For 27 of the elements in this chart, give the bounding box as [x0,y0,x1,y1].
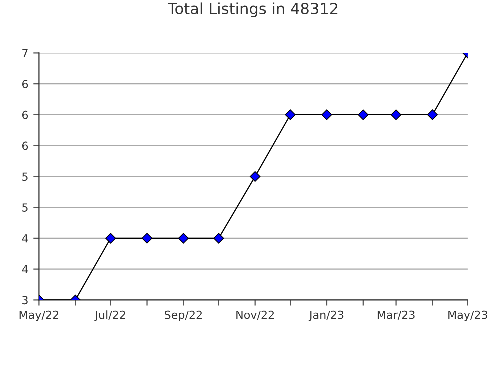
x-tick-label: Mar/23 [378,310,415,320]
y-tick-label: 6 [22,80,28,88]
point [322,110,332,120]
y-tick-label: 6 [22,110,28,120]
point [178,233,190,244]
point [106,233,116,244]
point [427,110,438,120]
y-tick-label: 5 [22,172,28,182]
y-tick-label: 4 [22,234,28,243]
x-tick-label: Nov/22 [236,310,274,320]
y-tick-label: 4 [22,265,28,274]
point [358,110,369,120]
x-tick-label: Jan/23 [308,310,344,322]
x-tick-label: May/23 [448,310,488,322]
x-tick-label: Sep/22 [165,310,202,322]
y-tick-label: 7 [22,49,28,58]
chart-title: Total Listings in 48312 [168,2,338,18]
y-tick-label: 3 [22,296,28,305]
point [142,233,153,244]
x-tick-label: May/22 [20,310,59,322]
point [250,171,261,182]
point [390,110,402,120]
x-tick-label: Jul/22 [94,310,126,322]
point [285,110,296,120]
point [214,233,224,244]
y-tick-label: 5 [22,204,28,212]
y-tick-label: 6 [22,142,28,150]
